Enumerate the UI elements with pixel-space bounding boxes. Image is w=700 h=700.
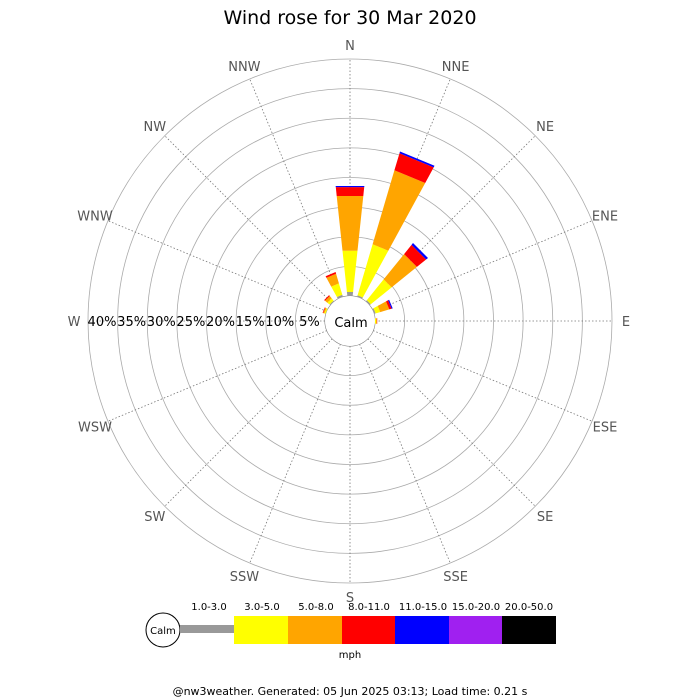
spoke-nw	[164, 135, 333, 304]
direction-label-ssw: SSW	[230, 570, 260, 585]
bar-ene-bin-1	[373, 305, 381, 314]
bar-nne-bin-0	[357, 295, 363, 299]
legend-swatch-2	[288, 616, 342, 644]
bar-n-bin-1	[342, 250, 358, 292]
ring-label-40pct: 40%	[88, 315, 117, 330]
bar-ene-bin-0	[372, 308, 376, 314]
direction-label-nw: NW	[144, 120, 167, 135]
direction-label-se: SE	[537, 510, 553, 525]
legend-label-7: 20.0-50.0	[505, 602, 553, 613]
bar-nnw-bin-2	[326, 273, 339, 287]
bar-wnw-bin-1	[324, 308, 328, 314]
direction-label-nnw: NNW	[228, 60, 260, 75]
bar-e-bin-1	[374, 318, 377, 324]
chart-title: Wind rose for 30 Mar 2020	[223, 7, 476, 29]
ring-label-10pct: 10%	[265, 315, 294, 330]
bar-nnw-bin-1	[331, 283, 343, 297]
bar-nw-bin-0	[329, 300, 335, 306]
bar-wnw-bin-0	[325, 308, 328, 314]
bar-n-bin-3	[335, 187, 365, 196]
direction-label-w: W	[68, 315, 81, 330]
direction-label-wsw: WSW	[78, 421, 112, 436]
direction-labels: N NNE NE ENE E ESE SE SSE S SSW SW WSW W WNW NW NNW	[68, 39, 631, 606]
legend-swatch-4	[395, 616, 449, 644]
bar-ne-bin-1	[366, 279, 392, 305]
ring-label-20pct: 20%	[206, 315, 235, 330]
ring-label-5pct: 5%	[299, 315, 320, 330]
spoke-ene	[372, 220, 593, 312]
legend-label-4: 8.0-11.0	[348, 602, 390, 613]
legend-label-3: 5.0-8.0	[298, 602, 333, 613]
ring-circle	[206, 177, 494, 465]
bar-nnw-bin-3	[325, 272, 337, 278]
bar-ne-bin-3	[404, 244, 427, 267]
direction-label-wnw: WNW	[77, 209, 113, 224]
bar-ene-bin-3	[386, 300, 392, 310]
direction-label-n: N	[345, 39, 355, 54]
direction-label-nne: NNE	[442, 60, 470, 75]
direction-label-ne: NE	[536, 120, 554, 135]
bar-wnw-bin-3	[322, 307, 326, 314]
legend-swatch-1	[234, 616, 288, 644]
wind-bars	[322, 151, 435, 324]
legend-label-1: 1.0-3.0	[191, 602, 226, 613]
legend-unit: mph	[339, 650, 361, 661]
calm-circle-fill	[325, 296, 375, 346]
bar-nne-bin-2	[372, 170, 426, 251]
speed-legend: Calm 1.0-3.0 3.0-5.0 5.0-8.0 8.0-11.0 11.0-15…	[145, 602, 556, 661]
footer-text: @nw3weather. Generated: 05 Jun 2025 03:1…	[173, 685, 528, 698]
ring-circle	[87, 58, 613, 584]
bar-nne-bin-1	[357, 244, 389, 298]
legend-label-5: 11.0-15.0	[399, 602, 447, 613]
direction-label-ese: ESE	[593, 421, 618, 436]
spoke-ssw	[249, 343, 341, 564]
direction-label-sse: SSE	[443, 570, 468, 585]
legend-label-6: 15.0-20.0	[452, 602, 500, 613]
bar-ne-bin-0	[365, 300, 371, 306]
bar-n-bin-2	[336, 196, 364, 251]
spoke-sse	[359, 343, 451, 564]
ring-label-25pct: 25%	[176, 315, 205, 330]
bar-wnw-bin-2	[323, 307, 327, 314]
spoke-se	[367, 338, 536, 507]
bar-nne-bin-3	[394, 153, 434, 183]
bar-n-bin-0	[346, 292, 354, 297]
legend-label-2: 3.0-5.0	[244, 602, 279, 613]
spoke-nnw	[249, 78, 341, 299]
direction-label-e: E	[622, 315, 630, 330]
spoke-wsw	[107, 330, 328, 422]
spoke-sw	[164, 338, 333, 507]
spoke-wnw	[107, 220, 328, 312]
bar-nnw-bin-0	[336, 294, 343, 299]
bar-e-bin-3	[376, 318, 378, 324]
legend-swatch-0	[180, 625, 234, 633]
legend-swatch-6	[502, 616, 556, 644]
direction-label-s: S	[346, 591, 354, 606]
direction-label-sw: SW	[144, 510, 165, 525]
bar-nw-bin-2	[325, 296, 332, 303]
bar-ene-bin-2	[377, 301, 390, 313]
ring-label-30pct: 30%	[147, 315, 176, 330]
legend-calm-label: Calm	[150, 626, 176, 637]
legend-swatch-3	[342, 616, 395, 644]
bar-nw-bin-3	[324, 295, 330, 301]
spoke-ese	[372, 330, 593, 422]
bar-n-bin-4	[335, 186, 365, 188]
bar-ne-bin-2	[383, 254, 417, 288]
ring-label-35pct: 35%	[117, 315, 146, 330]
ring-labels: 5% 10%15%20%25%30%35%40%	[88, 315, 320, 330]
legend-swatch-5	[449, 616, 502, 644]
bar-ene-bin-4	[388, 299, 393, 309]
direction-label-ene: ENE	[592, 209, 618, 224]
ring-circle	[146, 117, 554, 525]
calm-center-label: Calm	[334, 316, 367, 331]
bar-nne-bin-4	[399, 151, 435, 168]
ring-label-15pct: 15%	[236, 315, 265, 330]
bar-nw-bin-1	[327, 298, 334, 305]
bar-ne-bin-4	[411, 243, 428, 260]
